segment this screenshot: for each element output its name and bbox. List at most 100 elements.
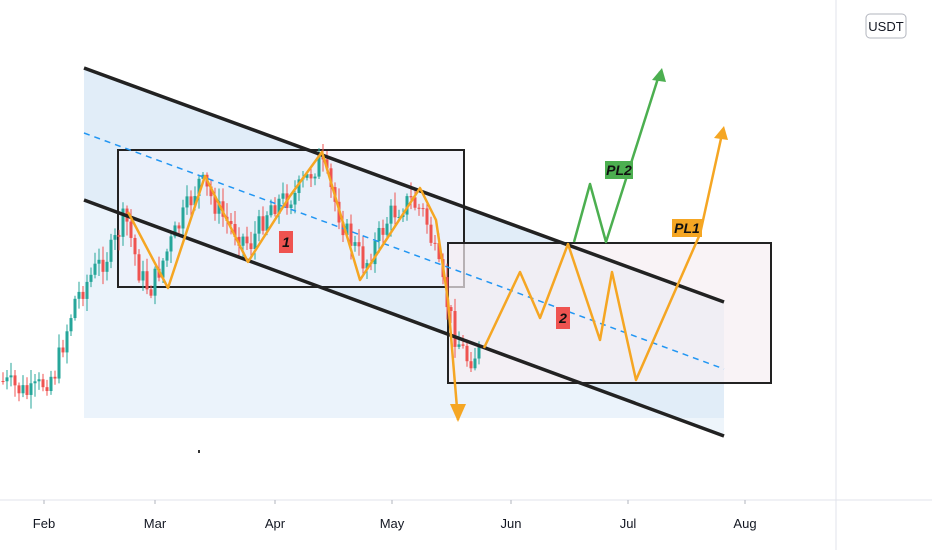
candle-body bbox=[310, 174, 313, 178]
candle-body bbox=[138, 254, 141, 280]
annotation-pl2: PL2 bbox=[605, 161, 633, 179]
candle-body bbox=[242, 237, 245, 246]
candle-body bbox=[74, 299, 77, 318]
candle-body bbox=[2, 381, 5, 382]
x-tick-label: May bbox=[380, 516, 405, 531]
annotation-1-text: 1 bbox=[282, 234, 290, 250]
candle-body bbox=[290, 205, 293, 208]
candle-body bbox=[474, 359, 477, 369]
candle-body bbox=[58, 348, 61, 379]
candle-body bbox=[42, 379, 45, 387]
candle-body bbox=[454, 311, 457, 347]
candle-body bbox=[182, 207, 185, 228]
candle-body bbox=[150, 289, 153, 295]
annotation-2-text: 2 bbox=[558, 310, 567, 326]
range-box-2 bbox=[448, 243, 771, 383]
x-tick-label: Mar bbox=[144, 516, 167, 531]
candle-body bbox=[94, 264, 97, 275]
candle-body bbox=[190, 196, 193, 205]
arrow-head-pl1 bbox=[714, 126, 728, 140]
candle-body bbox=[294, 193, 297, 205]
annotation-1: 1 bbox=[279, 231, 293, 253]
candle-body bbox=[50, 377, 53, 391]
candle-body bbox=[270, 205, 273, 215]
candle-body bbox=[146, 271, 149, 289]
candle-body bbox=[178, 225, 181, 228]
candle-body bbox=[262, 216, 265, 231]
candle-body bbox=[26, 385, 29, 395]
candle-body bbox=[426, 208, 429, 224]
candle-body bbox=[18, 385, 21, 393]
candle-body bbox=[30, 383, 33, 395]
candle-body bbox=[118, 235, 121, 237]
candle-body bbox=[114, 235, 117, 240]
candle-body bbox=[46, 387, 49, 391]
candle-body bbox=[22, 385, 25, 393]
candle-body bbox=[78, 292, 81, 299]
candle-body bbox=[462, 344, 465, 345]
candle-body bbox=[354, 242, 357, 246]
annotation-pl2-text: PL2 bbox=[606, 162, 632, 178]
x-tick-label: Apr bbox=[265, 516, 286, 531]
candle-body bbox=[90, 275, 93, 282]
candle-body bbox=[258, 216, 261, 233]
candle-body bbox=[54, 377, 57, 379]
candle-body bbox=[130, 222, 133, 238]
candle-body bbox=[314, 177, 317, 179]
candle-body bbox=[106, 262, 109, 272]
zigzag-path-pl2 bbox=[574, 72, 660, 242]
candle-body bbox=[34, 381, 37, 383]
candle-body bbox=[186, 196, 189, 207]
x-tick-label: Feb bbox=[33, 516, 55, 531]
currency-badge: USDT bbox=[866, 14, 906, 38]
x-tick-label: Jul bbox=[620, 516, 637, 531]
candle-body bbox=[418, 208, 421, 209]
candle-body bbox=[70, 318, 73, 331]
candle-body bbox=[82, 292, 85, 299]
x-tick-label: Aug bbox=[733, 516, 756, 531]
candle-body bbox=[166, 251, 169, 260]
candle-body bbox=[386, 224, 389, 235]
candle-body bbox=[154, 269, 157, 296]
candle-body bbox=[246, 237, 249, 244]
candle-body bbox=[14, 375, 17, 385]
candle-body bbox=[394, 206, 397, 218]
candle-body bbox=[378, 228, 381, 241]
annotation-pl1: PL1 bbox=[672, 219, 702, 237]
candle-body bbox=[142, 271, 145, 280]
candle-body bbox=[430, 225, 433, 243]
candle-body bbox=[382, 228, 385, 235]
candle-body bbox=[458, 344, 461, 346]
candle-body bbox=[10, 375, 13, 377]
candle-body bbox=[390, 206, 393, 224]
candle-body bbox=[410, 196, 413, 197]
candle-body bbox=[358, 242, 361, 246]
marker-dot bbox=[198, 450, 200, 453]
candle-body bbox=[86, 282, 89, 299]
candle-body bbox=[250, 243, 253, 249]
candle-body bbox=[466, 346, 469, 361]
candle-body bbox=[362, 246, 365, 268]
x-tick-label: Jun bbox=[501, 516, 522, 531]
candle-body bbox=[62, 348, 65, 353]
candle-body bbox=[434, 243, 437, 244]
candle-body bbox=[134, 238, 137, 254]
candle-body bbox=[38, 379, 41, 381]
candle-body bbox=[6, 377, 9, 381]
candle-body bbox=[110, 240, 113, 262]
candle-body bbox=[422, 208, 425, 209]
arrow-head-pl2 bbox=[652, 68, 666, 82]
candle-body bbox=[98, 260, 101, 264]
candle-body bbox=[66, 331, 69, 352]
candle-body bbox=[470, 361, 473, 368]
candle-body bbox=[274, 205, 277, 214]
candle-body bbox=[282, 193, 285, 198]
candle-body bbox=[254, 234, 257, 249]
annotation-pl1-text: PL1 bbox=[674, 220, 700, 236]
candle-body bbox=[102, 260, 105, 272]
annotation-2: 2 bbox=[556, 307, 570, 329]
candle-body bbox=[170, 236, 173, 251]
range-box-1 bbox=[118, 150, 464, 287]
currency-badge-text: USDT bbox=[868, 19, 903, 34]
